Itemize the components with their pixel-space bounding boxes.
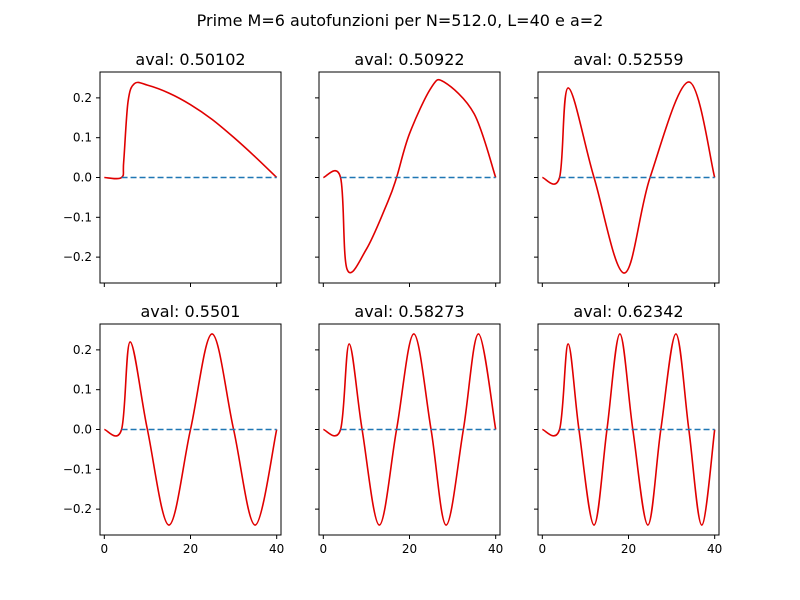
y-tick-label: 0.2 — [73, 343, 92, 357]
x-tick-label: 40 — [269, 542, 284, 556]
subplot-title: aval: 0.62342 — [573, 302, 683, 321]
subplot-title: aval: 0.50102 — [135, 50, 245, 69]
y-tick-label: 0.0 — [73, 171, 92, 185]
plot-area — [541, 81, 716, 274]
subplot-1: aval: 0.50102 −0.2 −0.1 0.0 0.1 0.2 — [63, 50, 282, 287]
eigenfunction-line — [323, 333, 497, 526]
x-tick-label: 20 — [402, 542, 417, 556]
figure-title: Prime M=6 autofunzioni per N=512.0, L=40… — [197, 11, 604, 30]
y-tick-label: 0.2 — [73, 91, 92, 105]
subplot-4: aval: 0.5501 −0.2 −0.1 0.0 0.1 0.2 0 20 40 — [63, 302, 284, 556]
x-tick-label: 20 — [621, 542, 636, 556]
eigenfunction-line — [542, 333, 716, 526]
y-tick-label: −0.2 — [63, 250, 92, 264]
x-tick-label: 40 — [707, 542, 722, 556]
y-tick-label: −0.1 — [63, 462, 92, 476]
plot-area — [104, 81, 278, 180]
eigenfunction-line — [104, 333, 278, 526]
x-tick-label: 0 — [319, 542, 327, 556]
subplot-title: aval: 0.50922 — [354, 50, 464, 69]
y-tick-label: 0.1 — [73, 131, 92, 145]
x-tick-label: 20 — [183, 542, 198, 556]
y-tick-label: −0.2 — [63, 502, 92, 516]
plot-area — [542, 333, 716, 526]
plot-area — [323, 333, 497, 526]
subplot-3: aval: 0.52559 — [534, 50, 720, 287]
subplot-title: aval: 0.5501 — [141, 302, 241, 321]
subplot-title: aval: 0.52559 — [573, 50, 683, 69]
subplot-5: aval: 0.58273 0 20 40 — [315, 302, 503, 556]
plot-area — [104, 333, 278, 526]
subplot-6: aval: 0.62342 0 20 40 — [534, 302, 722, 556]
y-tick-label: −0.1 — [63, 210, 92, 224]
x-tick-label: 0 — [538, 542, 546, 556]
eigenfunction-line — [104, 81, 278, 180]
x-tick-label: 40 — [488, 542, 503, 556]
y-tick-label: 0.0 — [73, 423, 92, 437]
eigenfunction-line — [322, 78, 497, 274]
x-tick-label: 0 — [100, 542, 108, 556]
subplot-title: aval: 0.58273 — [354, 302, 464, 321]
subplot-2: aval: 0.50922 — [315, 50, 501, 287]
eigenfunction-line — [541, 81, 716, 274]
y-tick-label: 0.1 — [73, 383, 92, 397]
plot-area — [322, 78, 497, 274]
